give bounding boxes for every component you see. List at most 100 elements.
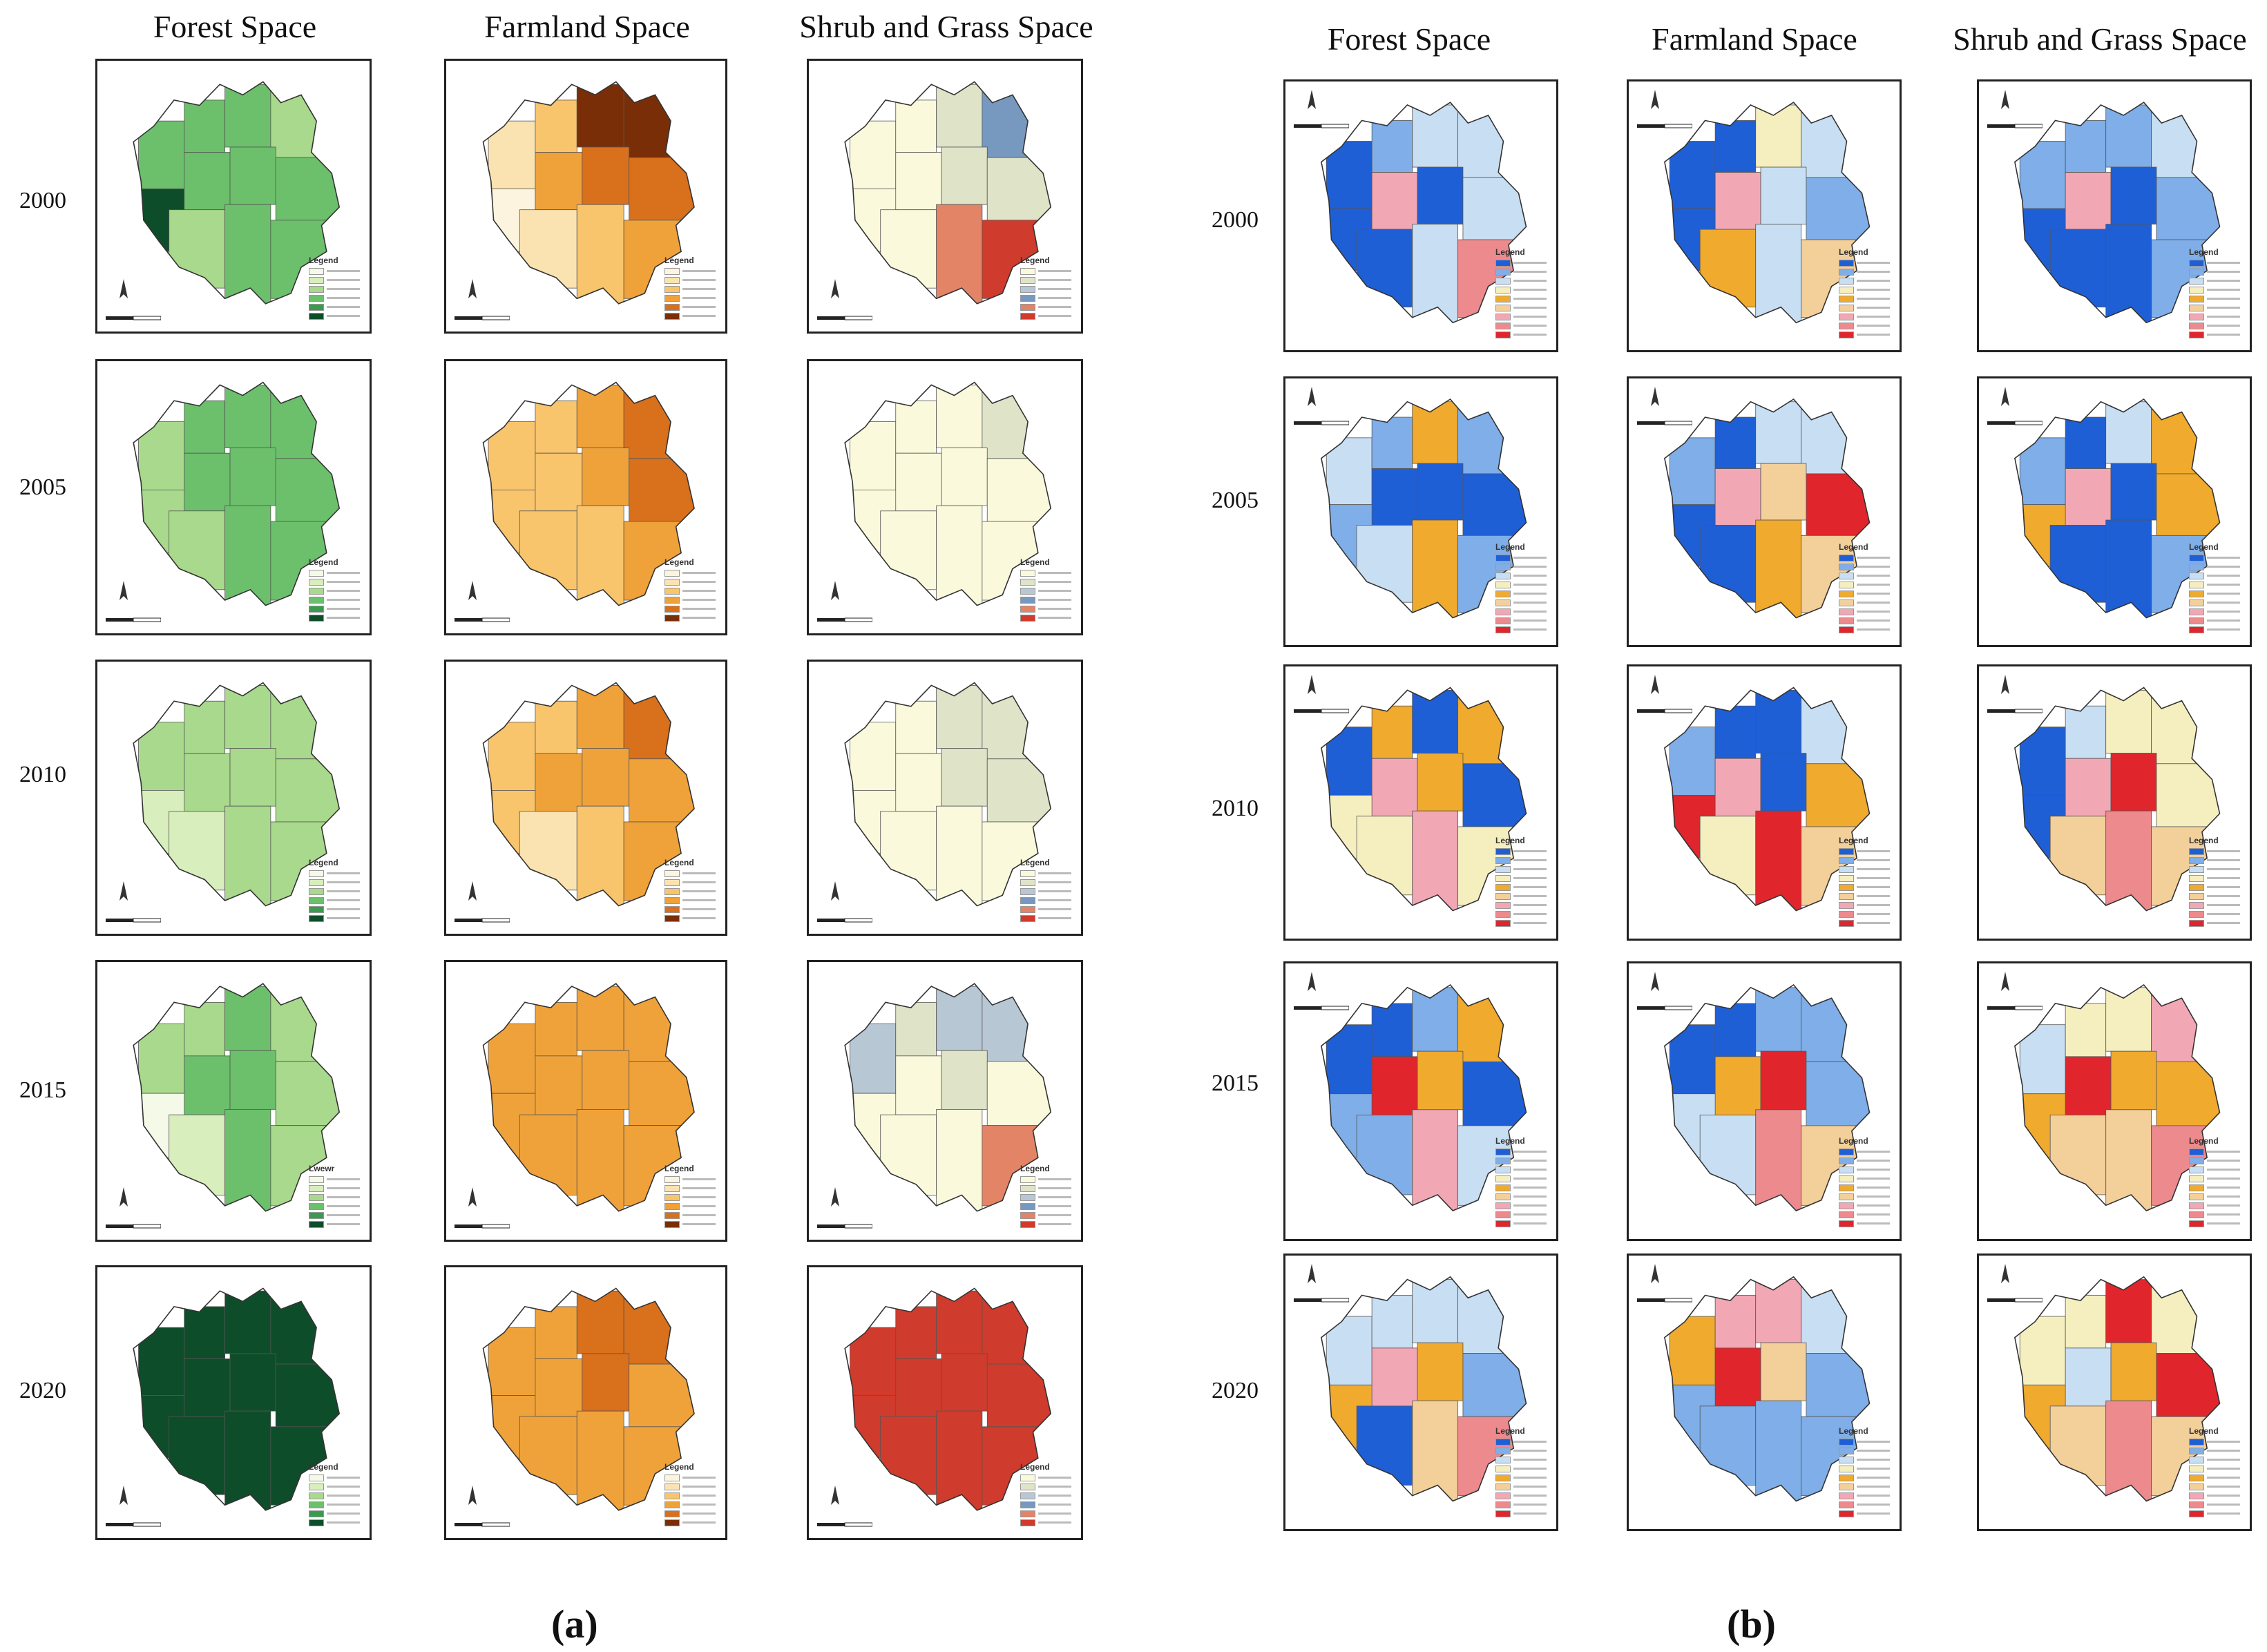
legend-label-illegible	[1857, 280, 1890, 282]
legend-label-illegible	[1857, 316, 1890, 318]
district-polygon	[224, 986, 271, 1051]
district-polygon	[1714, 468, 1761, 526]
b-map-farmland-2005: Legend	[1627, 376, 1902, 647]
region-boundary	[844, 1287, 1052, 1511]
legend-label-illegible	[1513, 557, 1547, 559]
district-polygon	[1806, 177, 1870, 240]
legend-label-illegible	[1857, 859, 1890, 861]
legend-swatch	[1495, 304, 1511, 311]
legend-swatch	[1495, 313, 1511, 320]
region-boundary	[2014, 398, 2221, 619]
district-polygon	[1669, 437, 1716, 506]
legend-swatch	[1839, 322, 1854, 329]
legend-entry	[2189, 1437, 2240, 1446]
legend-swatch	[1020, 896, 1035, 904]
north-arrow-icon	[1651, 675, 1659, 694]
legend-label-illegible	[1513, 1187, 1547, 1189]
legend-entry	[1020, 302, 1071, 311]
district-polygon	[936, 805, 983, 906]
north-arrow-icon	[1308, 90, 1316, 109]
legend-entry	[2189, 553, 2240, 562]
legend-swatch	[664, 1175, 680, 1183]
legend-swatch	[309, 596, 324, 604]
region-boundary	[1664, 102, 1871, 324]
legend-entry	[1020, 914, 1071, 923]
legend-swatch	[1839, 581, 1854, 588]
district-polygon	[224, 685, 271, 749]
legend-entry	[1020, 1482, 1071, 1491]
legend-label-illegible	[1857, 868, 1890, 870]
legend-title: Legend	[1839, 1136, 1868, 1146]
district-polygon	[1669, 141, 1716, 209]
legend-entry	[1020, 276, 1071, 285]
legend-label-illegible	[1038, 1477, 1071, 1479]
legend-swatch	[1495, 919, 1511, 927]
legend-swatch	[309, 294, 324, 302]
legend-label-illegible	[2207, 1459, 2240, 1461]
legend-label-illegible	[1513, 566, 1547, 568]
legend-entry	[1839, 616, 1890, 625]
legend-label-illegible	[1038, 1486, 1071, 1488]
legend-entry	[2189, 598, 2240, 607]
district-polygon	[1755, 224, 1802, 323]
legend-swatch	[2189, 617, 2204, 624]
region-boundary	[482, 1287, 695, 1511]
legend-swatch	[664, 1184, 680, 1192]
district-polygon	[1326, 141, 1372, 209]
district-polygon	[224, 1290, 271, 1354]
legend-swatch	[1020, 578, 1035, 586]
map-legend: Legend	[309, 858, 360, 923]
legend-label-illegible	[1038, 908, 1071, 910]
region-map	[482, 81, 695, 305]
district-polygon	[880, 209, 937, 289]
legend-entry	[2189, 1509, 2240, 1518]
district-polygon	[138, 722, 185, 791]
legend-label-illegible	[2207, 886, 2240, 888]
legend-label-illegible	[682, 590, 716, 592]
district-polygon	[519, 1416, 577, 1495]
legend-entry	[309, 1211, 360, 1220]
legend-entry	[1839, 1482, 1890, 1491]
legend-entry	[1495, 1473, 1547, 1482]
district-polygon	[1462, 1353, 1527, 1417]
legend-entry	[664, 586, 716, 595]
legend-swatch	[1020, 1202, 1035, 1210]
legend-entry	[664, 276, 716, 285]
north-arrow-icon	[119, 279, 128, 298]
legend-label-illegible	[2207, 1512, 2240, 1515]
legend-label-illegible	[327, 315, 360, 317]
legend-swatch	[1020, 1220, 1035, 1228]
map-legend: Legend	[1495, 1136, 1547, 1228]
legend-label-illegible	[1857, 1169, 1890, 1171]
legend-swatch	[1839, 599, 1854, 606]
legend-entry	[309, 1482, 360, 1491]
district-polygon	[2156, 177, 2220, 240]
legend-entry	[309, 1184, 360, 1193]
district-polygon	[1356, 229, 1413, 308]
legend-entry	[1495, 901, 1547, 910]
district-polygon	[1699, 229, 1757, 308]
legend-label-illegible	[1857, 904, 1890, 906]
district-polygon	[1699, 525, 1757, 603]
legend-swatch	[664, 914, 680, 922]
legend-swatch	[1495, 554, 1511, 561]
legend-entry	[1839, 1473, 1890, 1482]
legend-label-illegible	[1513, 1441, 1547, 1443]
district-polygon	[895, 700, 937, 754]
legend-swatch	[664, 578, 680, 586]
district-polygon	[1462, 1062, 1527, 1126]
legend-swatch	[1839, 304, 1854, 311]
legend-swatch	[309, 1202, 324, 1210]
district-polygon	[1714, 1003, 1757, 1057]
legend-entry	[2189, 892, 2240, 901]
legend-swatch	[309, 1483, 324, 1490]
legend-label-illegible	[2207, 1504, 2240, 1506]
legend-label-illegible	[682, 1495, 716, 1497]
legend-label-illegible	[1513, 895, 1547, 897]
district-polygon	[850, 421, 897, 490]
scale-bar	[455, 1522, 510, 1527]
legend-swatch	[1495, 259, 1511, 267]
legend-swatch	[664, 1501, 680, 1508]
district-polygon	[1326, 437, 1372, 506]
legend-entry	[1839, 321, 1890, 330]
